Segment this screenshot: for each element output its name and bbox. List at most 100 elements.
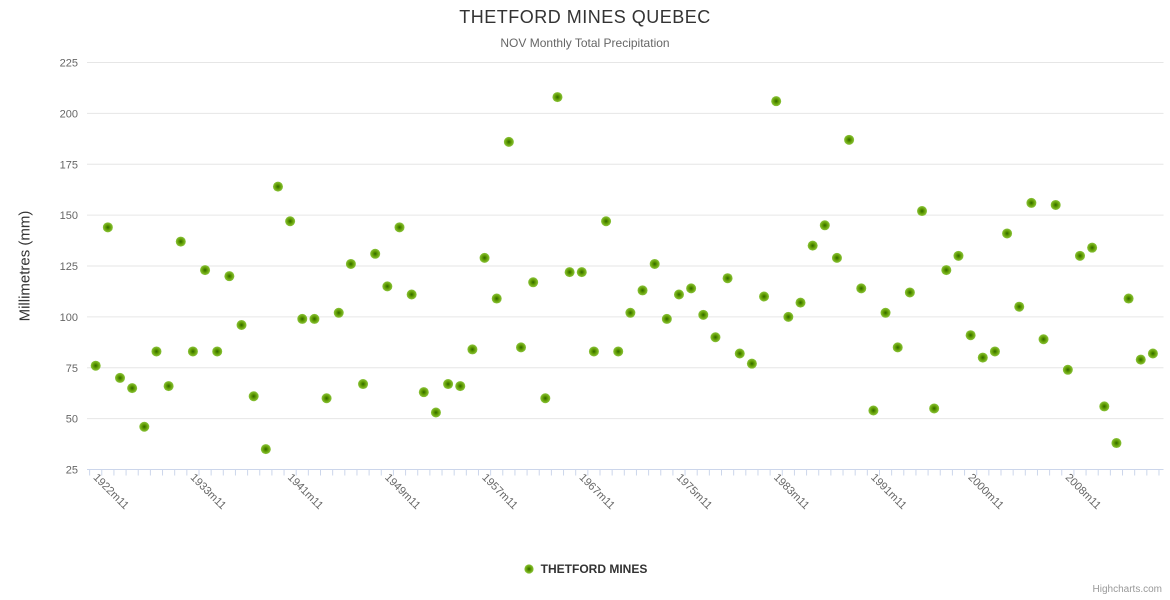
data-point[interactable] [795, 297, 806, 308]
data-point[interactable] [601, 216, 612, 227]
data-point[interactable] [552, 92, 563, 103]
data-point[interactable] [1111, 438, 1122, 449]
data-point[interactable] [139, 421, 150, 432]
data-point[interactable] [989, 346, 1000, 357]
data-point[interactable] [746, 358, 757, 369]
data-point[interactable] [965, 330, 976, 341]
data-point[interactable] [734, 348, 745, 359]
data-point[interactable] [673, 289, 684, 300]
data-point[interactable] [90, 360, 101, 371]
data-point[interactable] [491, 293, 502, 304]
data-point[interactable] [576, 267, 587, 278]
y-axis-label: 100 [60, 312, 78, 324]
x-axis-label: 2000m11 [966, 472, 1006, 512]
data-point[interactable] [831, 252, 842, 263]
data-point[interactable] [1099, 401, 1110, 412]
data-point[interactable] [528, 277, 539, 288]
data-point[interactable] [151, 346, 162, 357]
data-point[interactable] [807, 240, 818, 251]
data-point[interactable] [248, 391, 259, 402]
data-point[interactable] [516, 342, 527, 353]
data-point[interactable] [358, 379, 369, 390]
data-point[interactable] [285, 216, 296, 227]
x-axis-label: 1983m11 [771, 472, 811, 512]
data-point[interactable] [868, 405, 879, 416]
data-point[interactable] [880, 307, 891, 318]
data-point[interactable] [1026, 197, 1037, 208]
data-point[interactable] [637, 285, 648, 296]
data-point[interactable] [1123, 293, 1134, 304]
data-point[interactable] [175, 236, 186, 247]
data-point[interactable] [382, 281, 393, 292]
data-point[interactable] [321, 393, 332, 404]
y-axis-label: 75 [66, 363, 78, 375]
data-point[interactable] [394, 222, 405, 233]
data-point[interactable] [588, 346, 599, 357]
data-point[interactable] [613, 346, 624, 357]
data-point[interactable] [844, 134, 855, 145]
data-point[interactable] [200, 265, 211, 276]
data-point[interactable] [625, 307, 636, 318]
data-point[interactable] [1038, 334, 1049, 345]
data-point[interactable] [686, 283, 697, 294]
data-point[interactable] [1062, 364, 1073, 375]
x-axis-label: 1967m11 [577, 472, 617, 512]
data-point[interactable] [856, 283, 867, 294]
data-point[interactable] [819, 220, 830, 231]
data-point[interactable] [224, 271, 235, 282]
x-axis-label: 1933m11 [188, 472, 228, 512]
data-point[interactable] [1087, 242, 1098, 253]
data-point[interactable] [467, 344, 478, 355]
data-point[interactable] [187, 346, 198, 357]
data-point[interactable] [479, 252, 490, 263]
data-point[interactable] [115, 372, 126, 383]
data-point[interactable] [892, 342, 903, 353]
data-point[interactable] [297, 313, 308, 324]
data-point[interactable] [260, 444, 271, 455]
data-point[interactable] [759, 291, 770, 302]
data-point[interactable] [722, 273, 733, 284]
data-point[interactable] [236, 320, 247, 331]
data-point[interactable] [503, 136, 514, 147]
y-axis-label: 125 [60, 261, 78, 273]
data-point[interactable] [929, 403, 940, 414]
data-point[interactable] [698, 309, 709, 320]
data-point[interactable] [941, 265, 952, 276]
data-point[interactable] [1050, 199, 1061, 210]
data-point[interactable] [1014, 301, 1025, 312]
data-point[interactable] [455, 381, 466, 392]
data-point[interactable] [917, 206, 928, 217]
data-point[interactable] [783, 311, 794, 322]
data-point[interactable] [443, 379, 454, 390]
x-axis-label: 1991m11 [868, 472, 908, 512]
data-point[interactable] [977, 352, 988, 363]
data-point[interactable] [102, 222, 113, 233]
data-point[interactable] [430, 407, 441, 418]
data-point[interactable] [771, 96, 782, 107]
data-point[interactable] [406, 289, 417, 300]
data-point[interactable] [1002, 228, 1013, 239]
data-point[interactable] [953, 250, 964, 261]
data-point[interactable] [370, 248, 381, 259]
data-point[interactable] [309, 313, 320, 324]
data-point[interactable] [272, 181, 283, 192]
credits-link[interactable]: Highcharts.com [1092, 584, 1162, 595]
legend-item[interactable]: THETFORD MINES [0, 562, 1170, 576]
data-point[interactable] [1147, 348, 1158, 359]
data-point[interactable] [540, 393, 551, 404]
data-point[interactable] [333, 307, 344, 318]
data-point[interactable] [163, 381, 174, 392]
data-point[interactable] [418, 387, 429, 398]
data-point[interactable] [127, 383, 138, 394]
data-point[interactable] [1135, 354, 1146, 365]
data-point[interactable] [904, 287, 915, 298]
data-point[interactable] [1074, 250, 1085, 261]
data-point[interactable] [212, 346, 223, 357]
data-point[interactable] [710, 332, 721, 343]
data-point[interactable] [345, 258, 356, 269]
data-point[interactable] [649, 258, 660, 269]
data-point[interactable] [564, 267, 575, 278]
data-point[interactable] [661, 313, 672, 324]
